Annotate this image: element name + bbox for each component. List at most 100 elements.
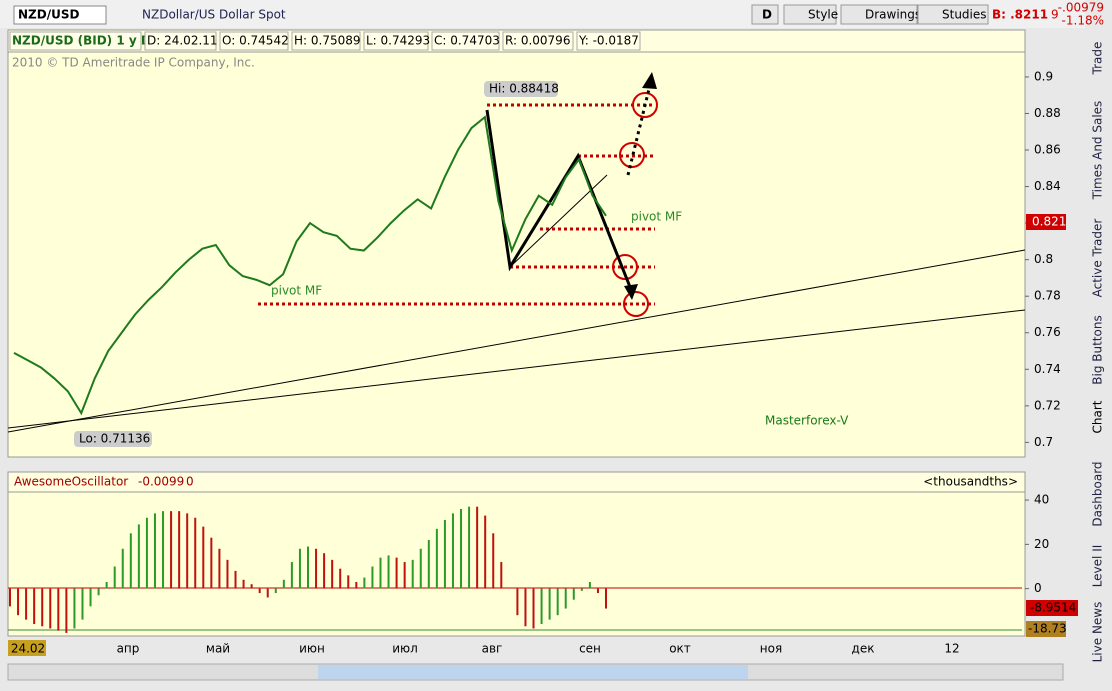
osc-bar <box>331 559 334 589</box>
side-tab[interactable]: Live News <box>1091 602 1105 663</box>
osc-bar <box>121 548 124 589</box>
osc-bar <box>97 588 100 596</box>
osc-bar <box>73 588 76 629</box>
circle <box>619 142 645 168</box>
osc-bar <box>258 588 261 594</box>
x-tick-label: 12 <box>944 642 959 656</box>
osc-bar <box>363 577 366 589</box>
osc-bar <box>339 568 342 589</box>
x-tick-label: дек <box>852 642 875 656</box>
osc-bar <box>451 513 454 589</box>
y-tick-label: 0 <box>1034 581 1042 595</box>
side-label: -8.9514 <box>1030 601 1076 615</box>
osc-bar <box>113 566 116 589</box>
side-tab[interactable]: Big Buttons <box>1091 315 1105 384</box>
y-tick-label: 0.86 <box>1034 143 1061 157</box>
osc-bar <box>411 559 414 589</box>
osc-bar <box>153 513 156 589</box>
info-cell <box>431 31 500 51</box>
toolbar-button-bg[interactable] <box>783 4 837 25</box>
scroll-thumb[interactable] <box>318 665 748 679</box>
osc-bar <box>468 506 471 589</box>
x-tick-label: май <box>206 642 230 656</box>
osc-bar <box>484 515 487 589</box>
osc-bar <box>532 588 535 629</box>
info-item: C: 0.74703 <box>434 34 500 48</box>
osc-bar <box>290 562 293 589</box>
side-tab[interactable]: Trade <box>1091 42 1105 76</box>
osc-bar <box>572 588 575 600</box>
circles <box>612 92 658 317</box>
osc-bar <box>266 588 269 598</box>
osc-bar <box>81 588 84 620</box>
price-line <box>13 115 607 416</box>
lo-label: Lo: 0.71136 <box>79 432 150 446</box>
osc-value: -0.0099 <box>138 475 184 489</box>
toolbar-button-bg[interactable] <box>751 4 779 25</box>
osc-bar <box>500 562 503 589</box>
osc-bar <box>105 581 108 589</box>
info-cell <box>363 31 429 51</box>
osc-bar <box>202 526 205 589</box>
side-tab[interactable]: Level II <box>1091 545 1105 588</box>
osc-title: AwesomeOscillator <box>14 475 128 489</box>
osc-bar <box>33 588 36 625</box>
osc-bar <box>427 539 430 589</box>
osc-units: <thousandths> <box>923 475 1018 489</box>
osc-bar <box>9 588 11 607</box>
osc-bar <box>137 524 140 589</box>
info-cell <box>144 31 217 51</box>
osc-bar <box>460 508 463 589</box>
osc-bar <box>605 588 607 609</box>
y-tick-label: 0.76 <box>1034 325 1061 339</box>
osc-bar <box>89 588 92 607</box>
change: -.00979 <box>1058 1 1104 15</box>
osc-bar <box>162 511 165 589</box>
x-tick-label: окт <box>669 642 691 656</box>
y-tick-label: 0.74 <box>1034 362 1061 376</box>
info-item: D: 24.02.11 <box>147 34 218 48</box>
last-price-box <box>1026 214 1066 230</box>
symbol[interactable]: NZD/USD <box>18 8 79 22</box>
arrow-head <box>642 72 657 89</box>
toolbar-button-bg[interactable] <box>917 4 989 25</box>
osc-bar <box>218 548 221 589</box>
side-tab[interactable]: Times And Sales <box>1091 101 1105 201</box>
osc-value: 0 <box>186 475 194 489</box>
symbol-box[interactable] <box>13 5 107 25</box>
toolbar-button[interactable]: D <box>762 8 772 22</box>
circle <box>612 254 638 280</box>
zigzag <box>485 109 634 293</box>
pivot-label: pivot MF <box>631 210 682 224</box>
hi-box <box>484 81 558 97</box>
y-tick-label: 0.78 <box>1034 289 1061 303</box>
toolbar-button[interactable]: Style <box>808 8 838 22</box>
toolbar-button[interactable]: Drawings <box>865 8 921 22</box>
side-tab[interactable]: Active Trader <box>1091 219 1105 298</box>
osc-bar <box>548 588 551 620</box>
osc-bar <box>49 588 52 629</box>
info-cell <box>9 31 142 51</box>
side-tab[interactable]: Dashboard <box>1091 461 1105 526</box>
pivot-label: pivot MF <box>271 284 322 298</box>
osc-bar <box>25 588 28 620</box>
info-cell <box>576 31 641 51</box>
info-item: H: 0.75089 <box>294 34 361 48</box>
osc-bar <box>492 533 495 589</box>
toolbar-button[interactable]: Studies <box>942 8 987 22</box>
y-tick-label: 0.84 <box>1034 179 1061 193</box>
osc-bar <box>435 528 438 589</box>
levels <box>258 103 655 306</box>
toolbar-button-bg[interactable] <box>840 4 918 25</box>
arrow-head <box>624 284 638 300</box>
osc-bar <box>65 588 68 633</box>
osc-bar <box>540 588 543 625</box>
x-tick-label: июл <box>392 642 418 656</box>
info-item: R: 0.00796 <box>505 34 570 48</box>
y-tick-label: 0.7 <box>1034 435 1053 449</box>
x-tick-label: сен <box>579 642 601 656</box>
watermark: Masterforex-V <box>765 414 849 428</box>
osc-bar <box>226 559 229 589</box>
side-tab[interactable]: Chart <box>1091 400 1105 433</box>
